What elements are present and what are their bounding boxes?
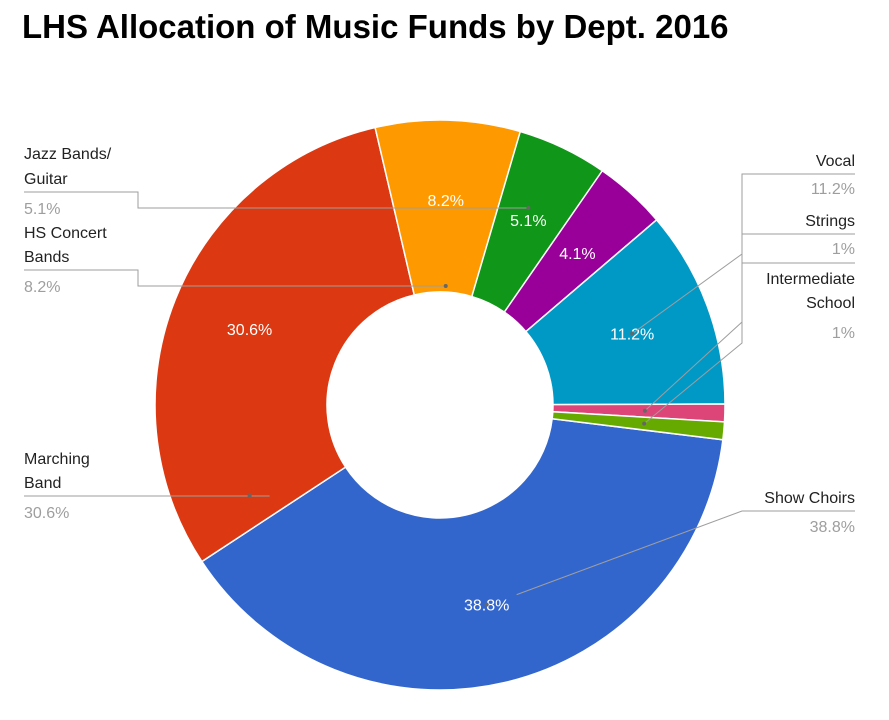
- callout-value-vocal: 11.2%: [811, 181, 855, 198]
- slice-show-choirs[interactable]: [200, 417, 724, 691]
- leader-line-intermediate-school: [643, 262, 855, 424]
- leader-dot-vocal: [630, 331, 635, 336]
- callout-label-hs-concert-bands: Bands: [24, 249, 69, 266]
- callout-label-jazz-bands-guitar: Guitar: [24, 171, 68, 188]
- slice-intermediate-school[interactable]: [551, 410, 726, 441]
- callout-label-marching-band: Marching: [24, 451, 90, 468]
- slice-value-label-jazz-bands-guitar: 5.1%: [510, 213, 546, 230]
- callouts-layer: Show Choirs 38.8% Marching Band 30.6% HS Conc…: [24, 146, 855, 607]
- slice-value-label-slice-4: 4.1%: [559, 246, 595, 263]
- leader-line-hs-concert-bands: [24, 269, 446, 287]
- slice-value-label-marching-band: 30.6%: [227, 322, 272, 339]
- slices-layer: [154, 119, 726, 691]
- callout-value-strings: 1%: [832, 241, 855, 258]
- callout-label-strings: Strings: [805, 213, 855, 230]
- chart-title: LHS Allocation of Music Funds by Dept. 2…: [22, 8, 729, 45]
- leader-line-jazz-bands-guitar: [24, 191, 529, 209]
- leader-line-vocal: [631, 173, 855, 335]
- callout-label-vocal: Vocal: [816, 153, 855, 170]
- leader-dot-intermediate-school: [642, 421, 647, 426]
- callout-label-intermediate-school: School: [806, 295, 855, 312]
- leader-dot-jazz-bands-guitar: [526, 206, 531, 210]
- callout-value-jazz-bands-guitar: 5.1%: [24, 201, 60, 218]
- leader-dot-strings: [642, 408, 647, 413]
- callout-label-show-choirs: Show Choirs: [764, 490, 855, 507]
- slice-vocal[interactable]: [524, 218, 726, 406]
- callout-value-intermediate-school: 1%: [832, 325, 855, 342]
- leader-line-show-choirs: [516, 510, 855, 596]
- callout-label-jazz-bands-guitar: Jazz Bands/: [24, 146, 112, 163]
- leader-dot-hs-concert-bands: [443, 284, 448, 288]
- leader-dot-marching-band: [247, 494, 252, 498]
- callout-label-hs-concert-bands: HS Concert: [24, 225, 107, 242]
- callout-value-marching-band: 30.6%: [24, 505, 69, 522]
- slice-marching-band[interactable]: [154, 126, 416, 563]
- slice-value-label-hs-concert-bands: 8.2%: [427, 193, 463, 210]
- callout-value-show-choirs: 38.8%: [810, 519, 855, 536]
- leader-dot-show-choirs: [484, 602, 489, 607]
- callout-label-intermediate-school: Intermediate: [766, 271, 855, 288]
- callout-label-marching-band: Band: [24, 475, 61, 492]
- callout-value-hs-concert-bands: 8.2%: [24, 279, 60, 296]
